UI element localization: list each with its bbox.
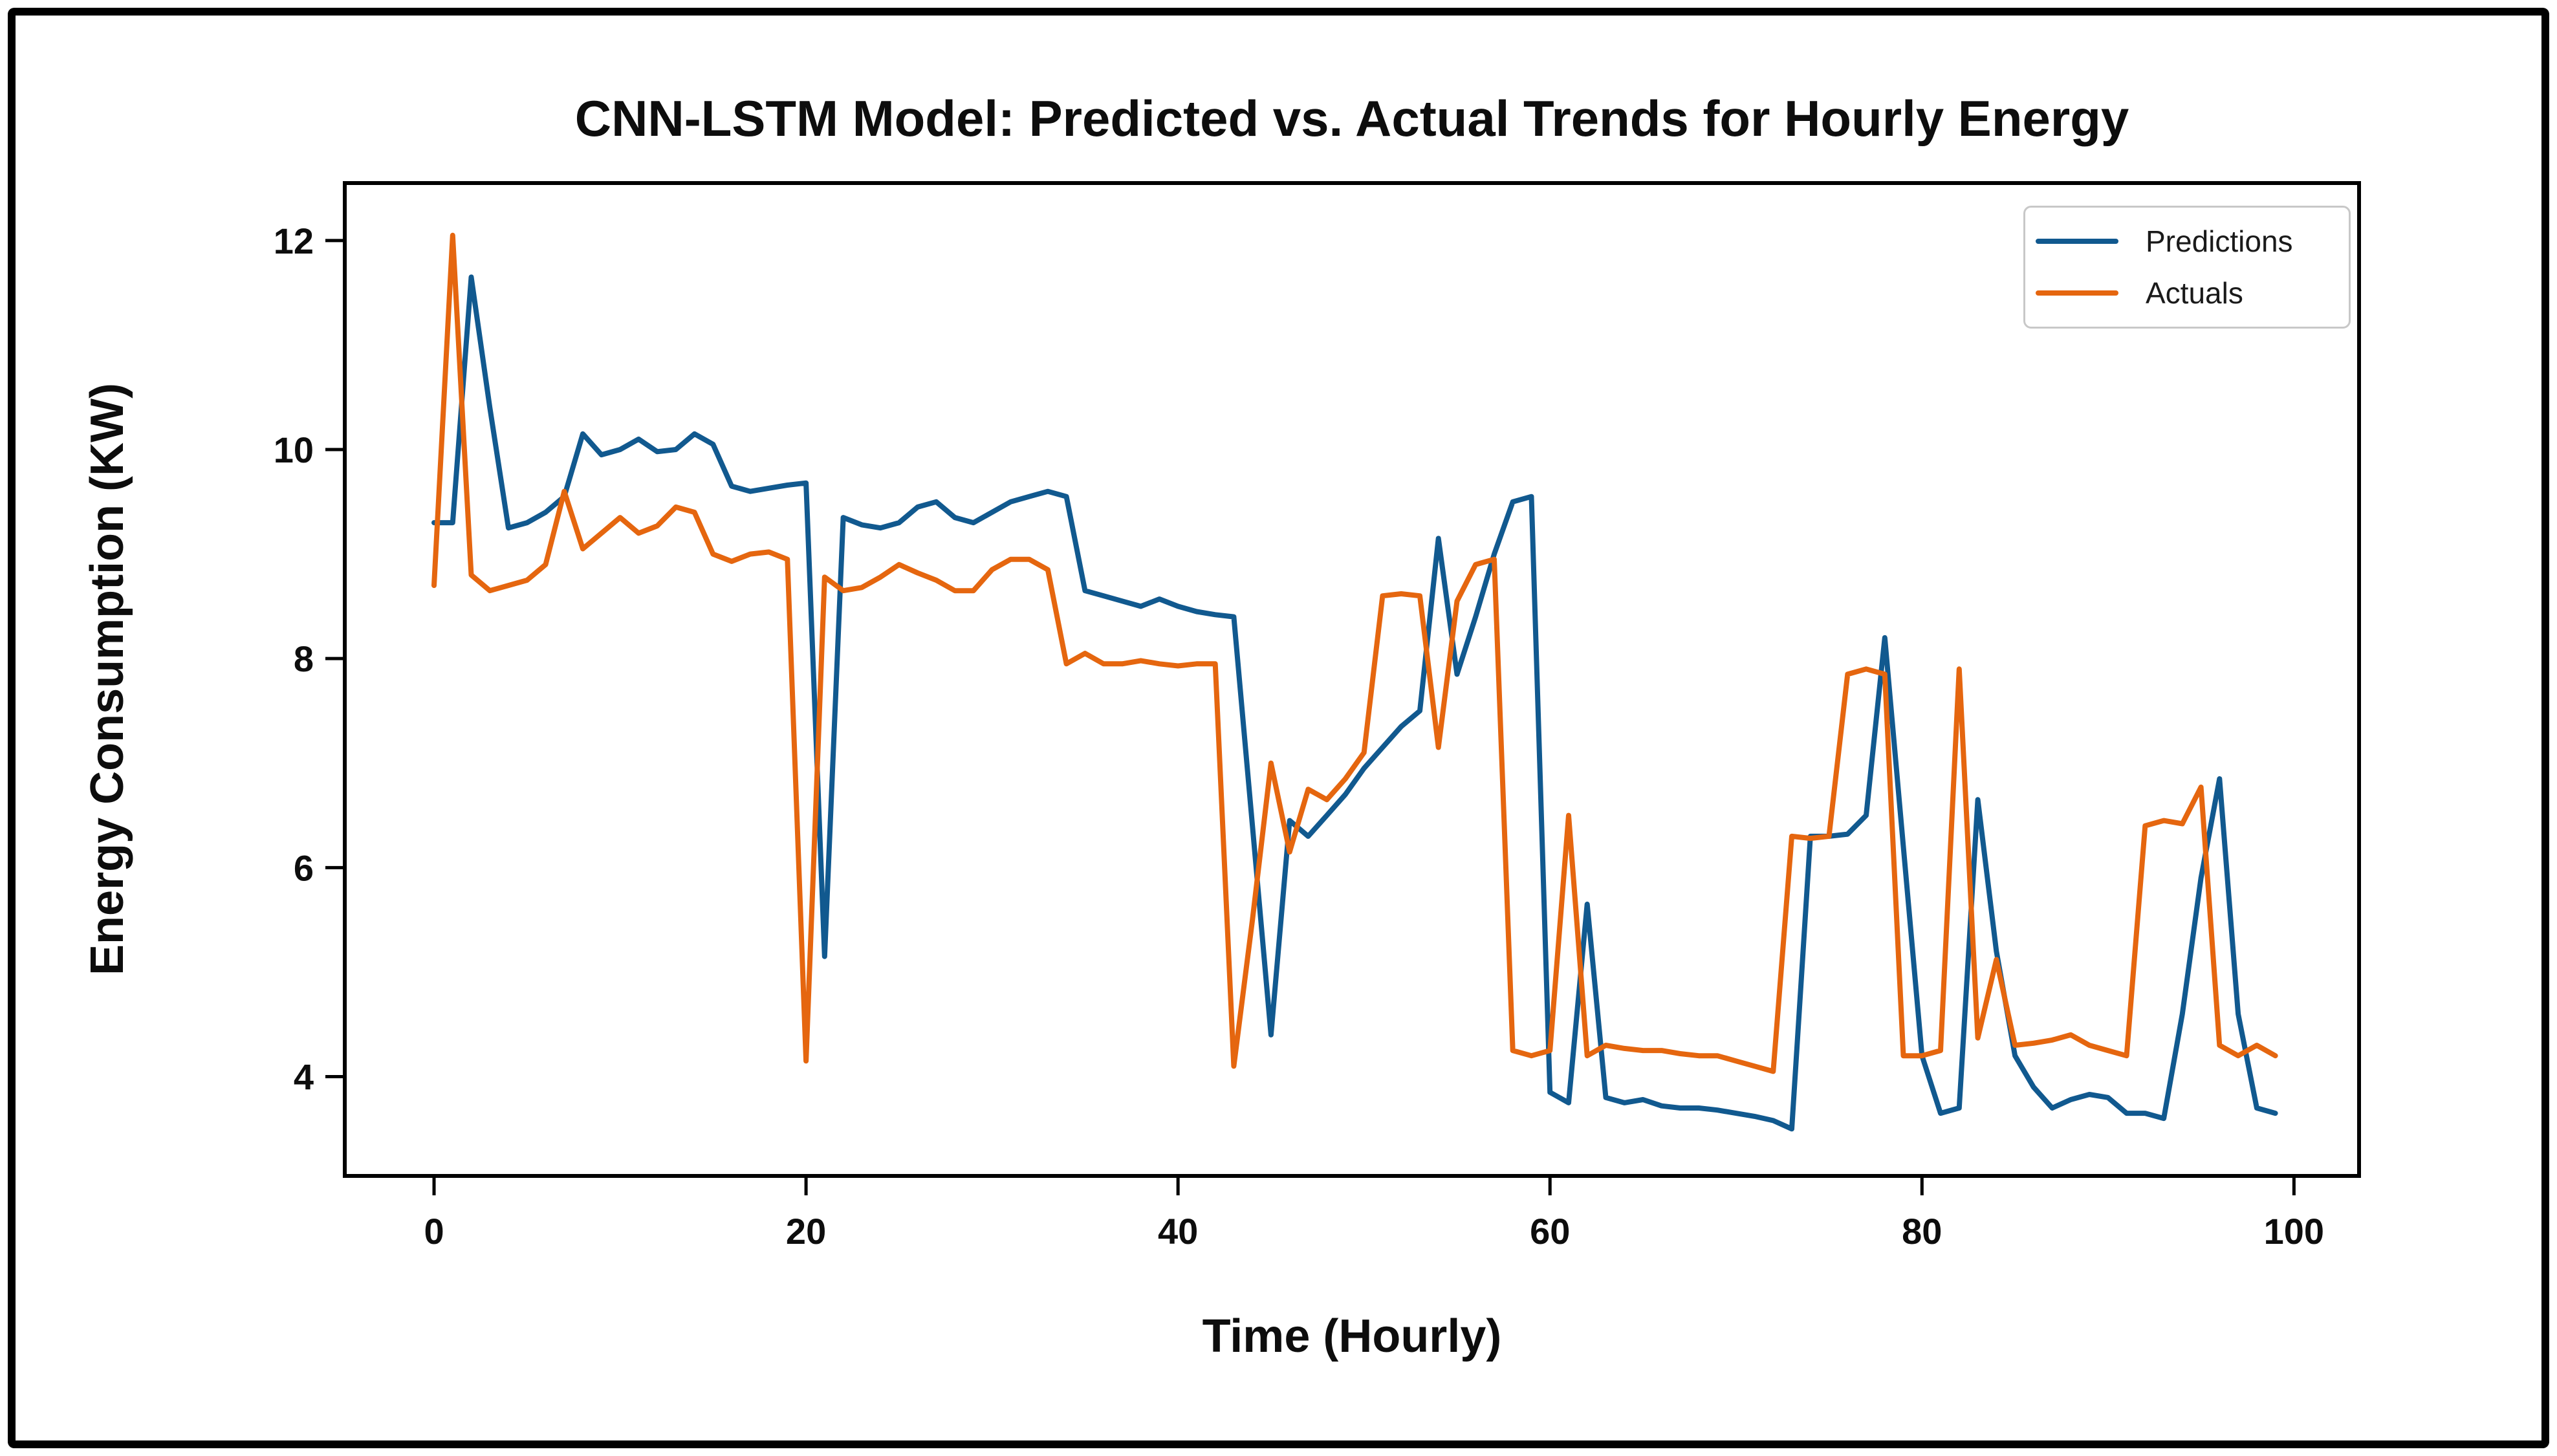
y-tick-label: 10 (274, 429, 314, 470)
x-tick-label: 20 (786, 1211, 826, 1252)
x-axis-label: Time (Hourly) (1202, 1310, 1502, 1362)
legend-label-predictions: Predictions (2146, 224, 2293, 259)
y-tick-label: 6 (294, 847, 314, 888)
actuals-line (431, 232, 2278, 1074)
x-tick-label: 100 (2264, 1211, 2324, 1252)
predictions-line (431, 274, 2278, 1132)
actuals-line-swatch (2036, 290, 2118, 296)
axes-spines (343, 181, 2361, 1178)
predictions-line-swatch (2036, 239, 2118, 244)
y-tick-label: 4 (294, 1057, 314, 1098)
x-tick-label: 40 (1158, 1211, 1198, 1252)
x-tick-label: 0 (424, 1211, 444, 1252)
y-tick-label: 12 (274, 221, 314, 261)
legend-label-actuals: Actuals (2146, 276, 2243, 310)
x-tick-label: 60 (1530, 1211, 1570, 1252)
x-tick-label: 80 (1902, 1211, 1942, 1252)
legend-item-actuals: Actuals (2036, 276, 2349, 310)
legend: Predictions Actuals (2023, 206, 2351, 329)
y-tick-label: 8 (294, 638, 314, 679)
legend-item-predictions: Predictions (2036, 224, 2349, 259)
chart-title: CNN-LSTM Model: Predicted vs. Actual Tre… (574, 90, 2129, 147)
